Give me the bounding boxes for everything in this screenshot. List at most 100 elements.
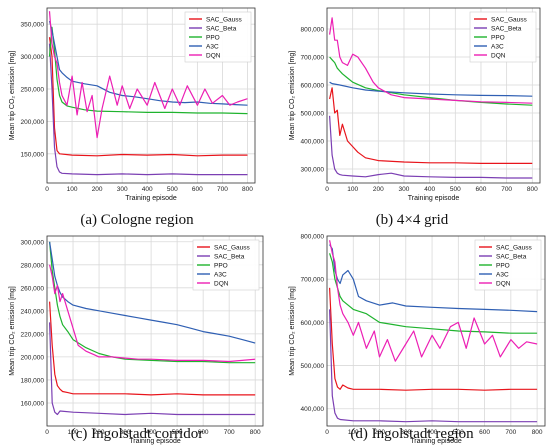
series-line-ppo: [49, 241, 256, 364]
y-tick-label: 300,000: [301, 167, 325, 174]
y-tick-label: 600,000: [301, 83, 325, 90]
series-line-dqn: [48, 11, 248, 139]
x-tick-label: 700: [505, 429, 516, 436]
legend-label: PPO: [496, 262, 510, 269]
y-tick-label: 240,000: [21, 308, 45, 315]
caption-4x4-grid: (b) 4×4 grid: [375, 212, 449, 228]
y-tick-label: 200,000: [21, 119, 45, 126]
series-line-sac-gauss: [48, 37, 248, 157]
y-tick-label: 500,000: [301, 363, 325, 370]
y-tick-label: 280,000: [21, 262, 45, 269]
chart-ingolstadt-corridor: 160,000 180,000 200,000 220,000 240,000 260,0…: [0, 228, 275, 445]
x-tick-label: 400: [142, 186, 153, 193]
series-line-sac-beta: [329, 309, 538, 423]
y-tick-label: 160,000: [21, 400, 45, 407]
x-tick-label: 500: [453, 429, 464, 436]
x-axis-label: Training episode: [125, 195, 177, 202]
caption-cologne-region: (a) Cologne region: [80, 212, 194, 228]
series-line-sac-gauss: [329, 87, 533, 164]
y-tick-label: 300,000: [21, 54, 45, 61]
series-line-sac-beta: [49, 322, 256, 416]
x-tick-label: 300: [120, 429, 131, 436]
chart-ingolstadt-region: 400,000 500,000 600,000 700,000 800,000 0 100 2…: [275, 228, 550, 445]
y-axis-label: Mean trip CO₂ emission [mg]: [9, 51, 16, 141]
x-tick-label: 300: [399, 186, 410, 193]
x-tick-label: 400: [427, 429, 438, 436]
y-tick-label: 150,000: [21, 151, 45, 158]
x-tick-label: 600: [476, 186, 487, 193]
x-tick-label: 300: [400, 429, 411, 436]
y-axis-label: Mean trip CO₂ emission [mg]: [9, 286, 16, 376]
y-tick-label: 200,000: [21, 354, 45, 361]
y-tick-label: 180,000: [21, 377, 45, 384]
x-tick-label: 800: [250, 429, 261, 436]
chart-svg: 150,000 200,000 250,000 300,000 350,000 0 100 2…: [9, 7, 256, 202]
y-tick-label: 800,000: [301, 27, 325, 34]
series-line-dqn: [49, 264, 256, 363]
y-tick-label: 220,000: [21, 331, 45, 338]
series-line-ppo: [329, 56, 533, 106]
chart-svg: 400,000 500,000 600,000 700,000 800,000 0 100 2…: [289, 234, 546, 445]
legend-label: A3C: [214, 271, 227, 278]
x-tick-label: 800: [242, 186, 253, 193]
caption-ingolstadt-corridor: (c) Ingolstadt corridor: [70, 426, 204, 442]
series-line-sac-beta: [48, 43, 248, 176]
y-tick-label: 400,000: [301, 139, 325, 146]
y-axis-label: Mean trip CO₂ emission [mg]: [289, 51, 296, 141]
legend-label: PPO: [214, 262, 228, 269]
caption-ingolstadt-region: (d) Ingolstadt region: [350, 426, 474, 442]
plot-frame: [46, 235, 264, 427]
series-line-a3c: [48, 20, 248, 106]
legend-label: A3C: [496, 271, 509, 278]
plot-frame: [326, 7, 541, 184]
x-tick-label: 100: [68, 429, 79, 436]
x-tick-label: 100: [348, 429, 359, 436]
legend-label: SAC_Gauss: [214, 244, 251, 251]
x-tick-label: 500: [450, 186, 461, 193]
legend-label: PPO: [491, 34, 505, 41]
series-line-dqn: [329, 17, 533, 104]
x-axis-label: Training episode: [408, 195, 460, 202]
plot-frame: [326, 235, 546, 427]
y-tick-label: 260,000: [21, 285, 45, 292]
legend-label: SAC_Beta: [496, 253, 527, 260]
y-tick-label: 500,000: [301, 111, 325, 118]
x-tick-label: 100: [347, 186, 358, 193]
x-tick-label: 600: [479, 429, 490, 436]
x-tick-label: 400: [146, 429, 157, 436]
x-tick-label: 200: [374, 429, 385, 436]
legend-label: SAC_Gauss: [206, 16, 243, 23]
legend-label: SAC_Beta: [214, 253, 245, 260]
y-tick-label: 600,000: [301, 320, 325, 327]
x-tick-label: 500: [172, 429, 183, 436]
x-tick-label: 200: [92, 186, 103, 193]
x-axis-label: Training episode: [410, 438, 462, 445]
x-tick-label: 100: [67, 186, 78, 193]
x-tick-label: 600: [192, 186, 203, 193]
plot-frame: [46, 7, 256, 184]
chart-4x4-grid: 300,000 400,000 500,000 600,000 700,000 800,0…: [275, 0, 550, 212]
legend-label: A3C: [491, 43, 504, 50]
x-tick-label: 200: [94, 429, 105, 436]
x-tick-label: 0: [45, 429, 49, 436]
legend-label: SAC_Gauss: [491, 16, 528, 23]
x-tick-label: 700: [217, 186, 228, 193]
x-tick-label: 200: [373, 186, 384, 193]
y-tick-label: 300,000: [21, 239, 45, 246]
x-tick-label: 800: [532, 429, 543, 436]
series-line-a3c: [49, 241, 256, 344]
series-line-sac-gauss: [329, 287, 538, 391]
y-tick-label: 700,000: [301, 55, 325, 62]
legend-label: PPO: [206, 34, 220, 41]
x-tick-label: 500: [167, 186, 178, 193]
chart-svg: 300,000 400,000 500,000 600,000 700,000 800,0…: [289, 7, 541, 202]
y-axis-label: Mean trip CO₂ emission [mg]: [289, 286, 296, 376]
legend-label: DQN: [496, 280, 511, 287]
legend-label: DQN: [206, 52, 221, 59]
y-tick-label: 400,000: [301, 406, 325, 413]
x-tick-label: 400: [424, 186, 435, 193]
y-tick-label: 250,000: [21, 87, 45, 94]
x-tick-label: 700: [224, 429, 235, 436]
x-tick-label: 0: [325, 429, 329, 436]
legend-label: SAC_Gauss: [496, 244, 533, 251]
